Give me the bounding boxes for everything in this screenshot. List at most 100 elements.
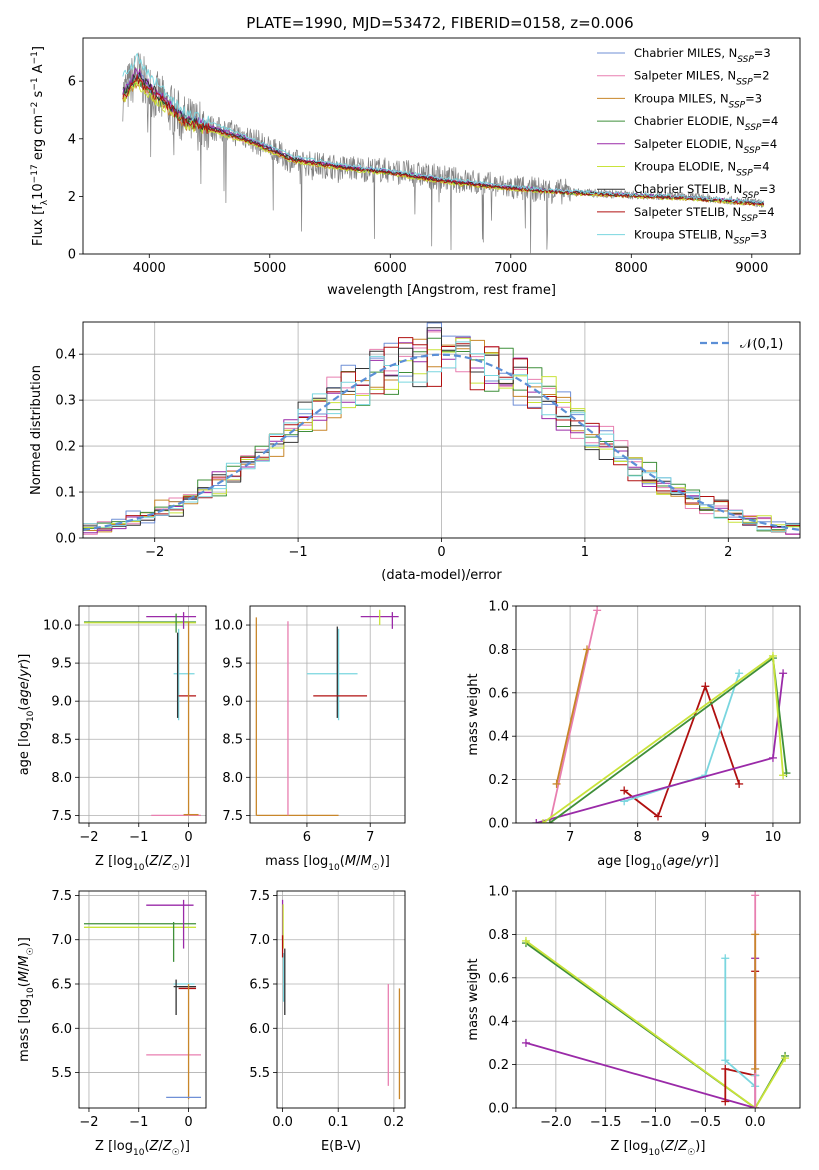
residual-xlabel: (data-model)/error bbox=[381, 568, 502, 583]
weight_vs_Z-ytick-label: 0.8 bbox=[488, 928, 509, 943]
age_vs_mass-xtick-label: 6 bbox=[303, 830, 311, 845]
mass_vs_Z-ylabel: mass [log10(M/M☉)] bbox=[17, 937, 36, 1062]
spectrum-ytick-label: 6 bbox=[68, 75, 76, 90]
mass_vs_Z-xlabel: Z [log10(Z/Z☉)] bbox=[95, 1139, 190, 1158]
residuals-xtick-label: 0 bbox=[437, 545, 445, 560]
age_vs_mass-axes: 6 7 7.5 8.0 8.5 9.0 9.5 10.0 mass [log10(M/M☉)] bbox=[214, 605, 406, 873]
weight_vs_age-axes: 7 8 9 10 0.0 0.2 0.4 0.6 0.8 1.0 age [log10(age/yr… bbox=[466, 600, 801, 873]
age_vs_mass-plot-area bbox=[250, 606, 405, 823]
age_vs_mass-ytick-label: 10.0 bbox=[214, 619, 243, 634]
residuals-xtick-label: 2 bbox=[724, 545, 732, 560]
legend-entry: Kroupa ELODIE, NSSP=4 bbox=[634, 160, 770, 179]
weight_vs_age-xtick-label: 10 bbox=[765, 830, 782, 845]
residuals-ytick-label: 0.2 bbox=[55, 440, 76, 455]
weight_vs_age-frame bbox=[515, 605, 801, 824]
legend-entry: Salpeter STELIB, NSSP=4 bbox=[634, 205, 775, 224]
residuals-xtick-label: −2 bbox=[145, 545, 164, 560]
mass_vs_Z-xtick-label: −1 bbox=[129, 1115, 148, 1130]
age_vs_Z-ylabel: age [log10(age/yr)] bbox=[17, 654, 36, 776]
mass_vs_Z-xtick-label: −2 bbox=[79, 1115, 98, 1130]
age_vs_Z-ytick-label: 8.0 bbox=[51, 771, 72, 786]
spectrum-axes: 4000 5000 6000 7000 8000 9000 0 2 4 6 wavelength [… bbox=[30, 37, 801, 298]
mass_vs_Z-frame bbox=[78, 890, 207, 1109]
age_vs_Z-xtick-label: 0 bbox=[184, 830, 192, 845]
age_vs_Z-xtick-label: −1 bbox=[129, 830, 148, 845]
residual-ylabel: Normed distribution bbox=[29, 365, 44, 495]
residuals-ytick-label: 0.3 bbox=[55, 394, 76, 409]
weight_vs_age-xtick-label: 8 bbox=[634, 830, 642, 845]
mass_vs_Z-xtick-label: 0 bbox=[184, 1115, 192, 1130]
residuals-axes: −2 −1 0 1 2 0.0 0.1 0.2 0.3 0.4 (data-model)/error… bbox=[29, 321, 801, 583]
age_vs_Z-ytick-label: 8.5 bbox=[51, 733, 72, 748]
weight_vs_Z-xtick-label: −1.5 bbox=[590, 1115, 622, 1130]
legend-entry: Salpeter MILES, NSSP=2 bbox=[634, 69, 770, 88]
mass_vs_Z-ytick-label: 6.5 bbox=[51, 978, 72, 993]
mass_vs_EBV-xtick-label: 0.2 bbox=[384, 1115, 405, 1130]
weight_vs_age-xlabel: age [log10(age/yr)] bbox=[597, 854, 719, 873]
age_vs_Z-plot-area bbox=[79, 606, 206, 823]
spectrum-legend: Chabrier MILES, NSSP=3 Salpeter MILES, NS… bbox=[597, 46, 778, 247]
weight_vs_Z-ytick-label: 0.4 bbox=[488, 1015, 509, 1030]
spectrum-xtick-label: 8000 bbox=[615, 261, 648, 276]
weight_vs_Z-xtick-label: −2.0 bbox=[540, 1115, 572, 1130]
weight_vs_age-ylabel: mass weight bbox=[466, 673, 481, 755]
mass_vs_Z-ytick-label: 7.5 bbox=[51, 889, 72, 904]
spectrum-xtick-label: 7000 bbox=[494, 261, 527, 276]
mass_vs_EBV-xtick-label: 0.0 bbox=[272, 1115, 293, 1130]
age_vs_mass-ytick-label: 8.5 bbox=[222, 733, 243, 748]
mass_vs_EBV-xtick-label: 0.1 bbox=[328, 1115, 349, 1130]
legend-entry: Salpeter ELODIE, NSSP=4 bbox=[634, 137, 777, 156]
residuals-xtick-label: 1 bbox=[581, 545, 589, 560]
weight_vs_age-ytick-label: 0.8 bbox=[488, 643, 509, 658]
spectrum-ytick-label: 2 bbox=[68, 190, 76, 205]
weight_vs_age-plot-area bbox=[516, 606, 800, 823]
residual-legend: 𝒩(0,1) bbox=[700, 337, 783, 352]
residual-histogram bbox=[83, 327, 800, 530]
weight_vs_age-ytick-label: 1.0 bbox=[488, 600, 509, 615]
age_vs_Z-axes: −2 −1 0 7.5 8.0 8.5 9.0 9.5 10.0 Z [log10(Z/Z☉)] a… bbox=[17, 605, 207, 873]
mass_vs_EBV-axes: 0.0 0.1 0.2 5.5 6.0 6.5 7.0 7.5 E(B-V) bbox=[249, 889, 406, 1154]
residuals-frame bbox=[82, 321, 801, 539]
spectrum-frame bbox=[82, 37, 801, 255]
model-spectrum-line bbox=[122, 53, 764, 204]
weight_vs_age-ytick-label: 0.0 bbox=[488, 817, 509, 832]
weight-line bbox=[623, 685, 740, 818]
weight_vs_Z-ytick-label: 0.6 bbox=[488, 971, 509, 986]
spectrum-xtick-label: 5000 bbox=[253, 261, 286, 276]
age_vs_mass-ytick-label: 9.0 bbox=[222, 695, 243, 710]
observed-spectrum bbox=[122, 52, 765, 254]
weight_vs_age-ytick-label: 0.6 bbox=[488, 686, 509, 701]
model-spectrum-line bbox=[122, 79, 765, 207]
age_vs_mass-ytick-label: 8.0 bbox=[222, 771, 243, 786]
residuals-ytick-label: 0.1 bbox=[55, 486, 76, 501]
weight-line bbox=[525, 958, 757, 1108]
spectrum-plot-area bbox=[122, 52, 765, 254]
weight_vs_Z-xtick-label: −0.5 bbox=[690, 1115, 722, 1130]
age_vs_Z-frame bbox=[78, 605, 207, 824]
mass_vs_EBV-ytick-label: 5.5 bbox=[249, 1066, 270, 1081]
weight_vs_Z-frame bbox=[515, 890, 801, 1109]
legend-entry: Kroupa STELIB, NSSP=3 bbox=[634, 228, 767, 247]
spectrum-xtick-label: 9000 bbox=[735, 261, 768, 276]
weight-line bbox=[555, 649, 588, 785]
mass_vs_EBV-ytick-label: 6.0 bbox=[249, 1022, 270, 1037]
weight_vs_Z-ylabel: mass weight bbox=[466, 958, 481, 1040]
weight_vs_Z-plot-area bbox=[516, 891, 800, 1108]
age_vs_Z-ytick-label: 9.5 bbox=[51, 657, 72, 672]
weight-line bbox=[525, 940, 786, 1108]
residuals-plot-area bbox=[83, 322, 800, 538]
weight_vs_Z-xtick-label: 0.0 bbox=[745, 1115, 766, 1130]
age_vs_mass-frame bbox=[249, 605, 406, 824]
weight_vs_age-ytick-label: 0.2 bbox=[488, 773, 509, 788]
spectrum-xtick-label: 4000 bbox=[133, 261, 166, 276]
normal-reference-curve bbox=[83, 353, 800, 531]
weight_vs_Z-xlabel: Z [log10(Z/Z☉)] bbox=[611, 1139, 706, 1158]
residuals-xtick-label: −1 bbox=[289, 545, 308, 560]
spectrum-ytick-label: 0 bbox=[68, 248, 76, 263]
weight-line bbox=[548, 610, 598, 823]
weight-line bbox=[549, 657, 788, 823]
age_vs_mass-ytick-label: 9.5 bbox=[222, 657, 243, 672]
weight_vs_Z-ytick-label: 0.2 bbox=[488, 1058, 509, 1073]
weight_vs_Z-axes: −2.0 −1.5 −1.0 −0.5 0.0 0.0 0.2 0.4 0.6 0.8 1.0 Z [… bbox=[466, 885, 801, 1158]
